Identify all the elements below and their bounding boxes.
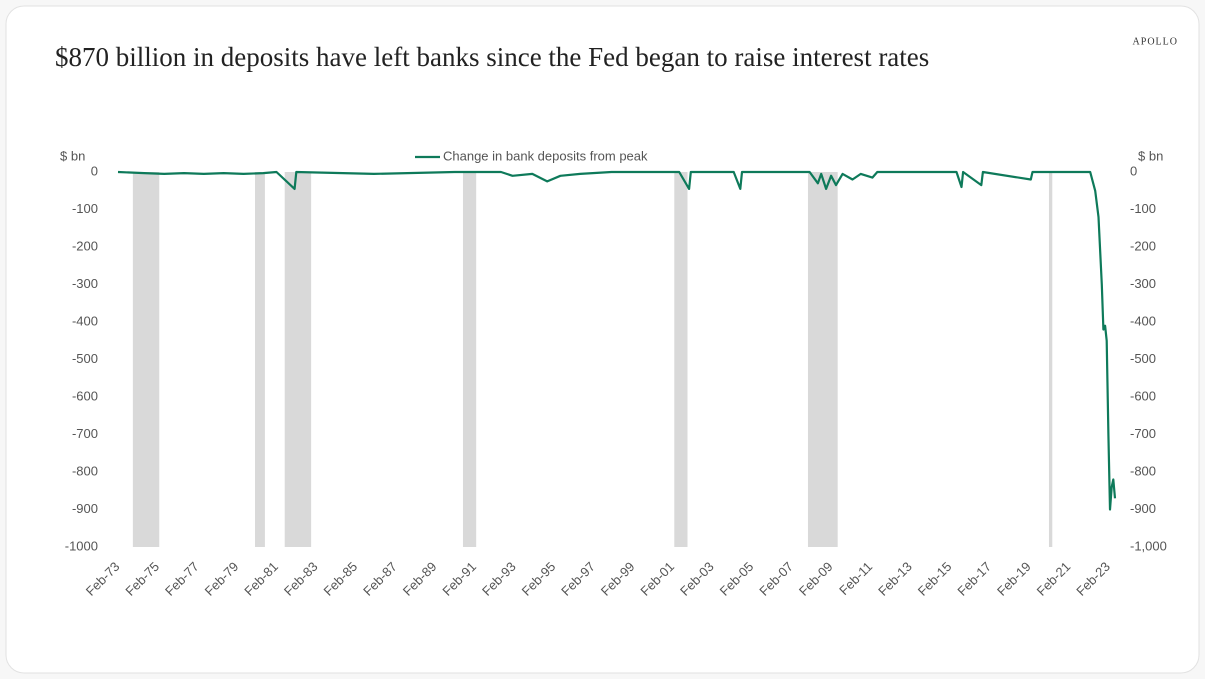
recession-band	[284, 172, 312, 547]
y-tick-label: -600	[72, 388, 98, 403]
y2-tick-label: -300	[1130, 276, 1156, 291]
recession-band	[807, 172, 838, 547]
recession-band	[132, 172, 160, 547]
y2-tick-label: -100	[1130, 201, 1156, 216]
y2-tick-label: -600	[1130, 388, 1156, 403]
y-tick-label: -300	[72, 276, 98, 291]
data-line	[117, 170, 1117, 511]
y-tick-label: 0	[91, 163, 98, 178]
recession-band	[1048, 172, 1053, 547]
y2-axis-label: $ bn	[1138, 148, 1163, 163]
y2-tick-label: -800	[1130, 463, 1156, 478]
y-tick-label: -900	[72, 501, 98, 516]
y2-tick-label: 0	[1130, 163, 1137, 178]
y2-tick-label: -500	[1130, 351, 1156, 366]
y-tick-label: -100	[72, 201, 98, 216]
y-tick-label: -500	[72, 351, 98, 366]
y-axis-label: $ bn	[60, 148, 85, 163]
y2-tick-label: -400	[1130, 313, 1156, 328]
y-tick-label: -800	[72, 463, 98, 478]
recession-band	[255, 172, 265, 547]
y2-tick-label: -900	[1130, 501, 1156, 516]
y-tick-label: -1000	[65, 538, 98, 553]
chart-title: $870 billion in deposits have left banks…	[55, 42, 929, 72]
recession-band	[462, 172, 477, 547]
y-tick-label: -400	[72, 313, 98, 328]
y2-tick-label: -700	[1130, 426, 1156, 441]
y2-tick-label: -1,000	[1130, 538, 1167, 553]
y-tick-label: -200	[72, 238, 98, 253]
y2-tick-label: -200	[1130, 238, 1156, 253]
brand: APOLLO	[1133, 36, 1178, 47]
y-tick-label: -700	[72, 426, 98, 441]
legend-label: Change in bank deposits from peak	[443, 148, 648, 163]
recession-band	[674, 172, 688, 547]
